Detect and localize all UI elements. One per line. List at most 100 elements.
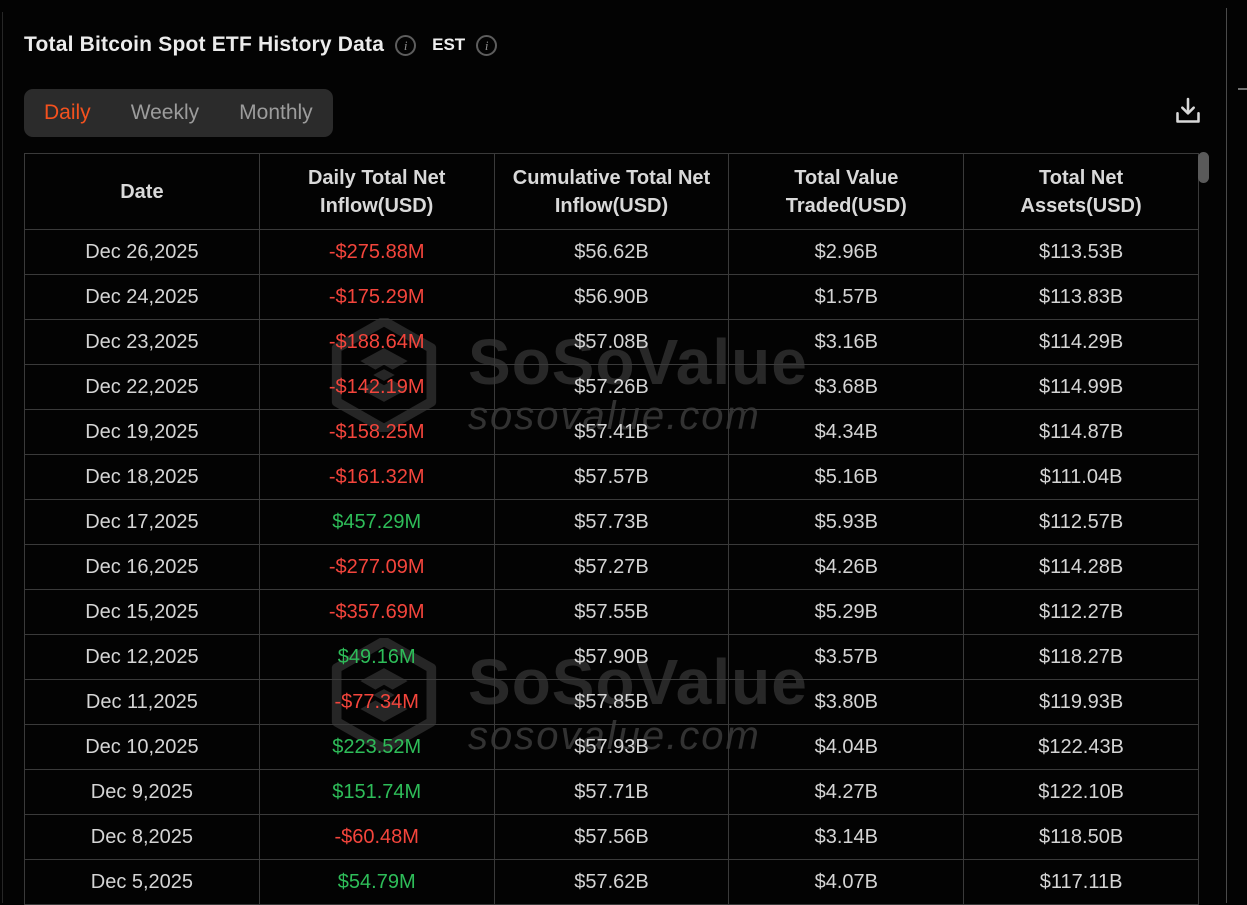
column-header-date: Date [24,153,260,230]
table-row: Dec 26,2025 -$275.88M $56.62B $2.96B $113.53… [24,229,1199,275]
table-row: Dec 23,2025 -$188.64M $57.08B $3.16B $114.29… [24,319,1199,365]
column-header-net-assets: Total Net Assets(USD) [963,153,1199,230]
date-cell: Dec 8,2025 [24,814,260,860]
value-traded-cell: $4.34B [728,409,965,455]
value-traded-cell: $3.80B [728,679,965,725]
daily-inflow-cell: -$175.29M [258,274,495,320]
table-row: Dec 5,2025 $54.79M $57.62B $4.07B $117.11B [24,859,1199,905]
daily-inflow-cell: $54.79M [258,859,495,905]
net-assets-cell: $114.28B [963,544,1199,590]
date-cell: Dec 5,2025 [24,859,260,905]
date-cell: Dec 18,2025 [24,454,260,500]
cumulative-inflow-cell: $56.90B [493,274,730,320]
daily-inflow-cell: -$77.34M [258,679,495,725]
net-assets-cell: $114.29B [963,319,1199,365]
net-assets-cell: $113.83B [963,274,1199,320]
cumulative-inflow-cell: $57.57B [493,454,730,500]
net-assets-cell: $114.87B [963,409,1199,455]
net-assets-cell: $112.27B [963,589,1199,635]
value-traded-cell: $3.14B [728,814,965,860]
tab-daily[interactable]: Daily [44,101,91,124]
date-cell: Dec 9,2025 [24,769,260,815]
download-button[interactable] [1167,92,1209,132]
cumulative-inflow-cell: $57.08B [493,319,730,365]
tab-monthly[interactable]: Monthly [239,101,313,124]
period-tabs: Daily Weekly Monthly [24,89,333,137]
column-header-cumulative-inflow: Cumulative Total Net Inflow(USD) [493,153,730,230]
value-traded-cell: $4.04B [728,724,965,770]
table-row: Dec 18,2025 -$161.32M $57.57B $5.16B $111.04… [24,454,1199,500]
daily-inflow-cell: $223.52M [258,724,495,770]
table-row: Dec 17,2025 $457.29M $57.73B $5.93B $112.57B [24,499,1199,545]
table-row: Dec 15,2025 -$357.69M $57.55B $5.29B $112.27… [24,589,1199,635]
net-assets-cell: $113.53B [963,229,1199,275]
net-assets-cell: $117.11B [963,859,1199,905]
date-cell: Dec 10,2025 [24,724,260,770]
value-traded-cell: $3.57B [728,634,965,680]
date-cell: Dec 26,2025 [24,229,260,275]
table-row: Dec 8,2025 -$60.48M $57.56B $3.14B $118.50B [24,814,1199,860]
table-row: Dec 24,2025 -$175.29M $56.90B $1.57B $113.83… [24,274,1199,320]
cumulative-inflow-cell: $57.71B [493,769,730,815]
cumulative-inflow-cell: $57.27B [493,544,730,590]
date-cell: Dec 16,2025 [24,544,260,590]
cumulative-inflow-cell: $57.26B [493,364,730,410]
daily-inflow-cell: -$275.88M [258,229,495,275]
net-assets-cell: $122.43B [963,724,1199,770]
value-traded-cell: $4.26B [728,544,965,590]
date-cell: Dec 19,2025 [24,409,260,455]
table-scrollbar-thumb[interactable] [1198,152,1209,183]
cumulative-inflow-cell: $56.62B [493,229,730,275]
timezone-info-icon[interactable]: i [476,34,498,56]
download-icon [1176,97,1200,123]
timezone-label: EST [432,35,466,54]
page-divider [1226,8,1227,903]
net-assets-cell: $119.93B [963,679,1199,725]
net-assets-cell: $111.04B [963,454,1199,500]
etf-history-table-container: SoSoValue sosovalue.com SoSoValue sosova… [24,153,1199,905]
net-assets-cell: $114.99B [963,364,1199,410]
table-row: Dec 11,2025 -$77.34M $57.85B $3.80B $119.93B [24,679,1199,725]
value-traded-cell: $1.57B [728,274,965,320]
title-info-icon[interactable]: i [395,34,417,56]
tab-weekly[interactable]: Weekly [130,101,200,124]
date-cell: Dec 15,2025 [24,589,260,635]
card-left-edge [2,12,3,903]
page-title: Total Bitcoin Spot ETF History Data [24,33,385,56]
column-header-value-traded: Total Value Traded(USD) [728,153,965,230]
date-cell: Dec 23,2025 [24,319,260,365]
table-row: Dec 19,2025 -$158.25M $57.41B $4.34B $114.87… [24,409,1199,455]
daily-inflow-cell: -$158.25M [258,409,495,455]
table-row: Dec 12,2025 $49.16M $57.90B $3.57B $118.27B [24,634,1199,680]
edge-tick [1238,88,1247,90]
net-assets-cell: $112.57B [963,499,1199,545]
daily-inflow-cell: $151.74M [258,769,495,815]
daily-inflow-cell: -$60.48M [258,814,495,860]
table-row: Dec 16,2025 -$277.09M $57.27B $4.26B $114.28… [24,544,1199,590]
daily-inflow-cell: -$142.19M [258,364,495,410]
value-traded-cell: $3.16B [728,319,965,365]
cumulative-inflow-cell: $57.85B [493,679,730,725]
cumulative-inflow-cell: $57.62B [493,859,730,905]
daily-inflow-cell: -$161.32M [258,454,495,500]
net-assets-cell: $118.27B [963,634,1199,680]
date-cell: Dec 22,2025 [24,364,260,410]
cumulative-inflow-cell: $57.90B [493,634,730,680]
daily-inflow-cell: -$277.09M [258,544,495,590]
daily-inflow-cell: -$357.69M [258,589,495,635]
cumulative-inflow-cell: $57.56B [493,814,730,860]
etf-history-table: Date Daily Total Net Inflow(USD) Cumulat… [24,153,1199,905]
cumulative-inflow-cell: $57.73B [493,499,730,545]
cumulative-inflow-cell: $57.41B [493,409,730,455]
date-cell: Dec 24,2025 [24,274,260,320]
table-row: Dec 22,2025 -$142.19M $57.26B $3.68B $114.99… [24,364,1199,410]
panel-header: Total Bitcoin Spot ETF History Data i ES… [24,33,498,57]
cumulative-inflow-cell: $57.55B [493,589,730,635]
net-assets-cell: $118.50B [963,814,1199,860]
daily-inflow-cell: -$188.64M [258,319,495,365]
daily-inflow-cell: $457.29M [258,499,495,545]
table-row: Dec 9,2025 $151.74M $57.71B $4.27B $122.10B [24,769,1199,815]
value-traded-cell: $2.96B [728,229,965,275]
date-cell: Dec 17,2025 [24,499,260,545]
cumulative-inflow-cell: $57.93B [493,724,730,770]
